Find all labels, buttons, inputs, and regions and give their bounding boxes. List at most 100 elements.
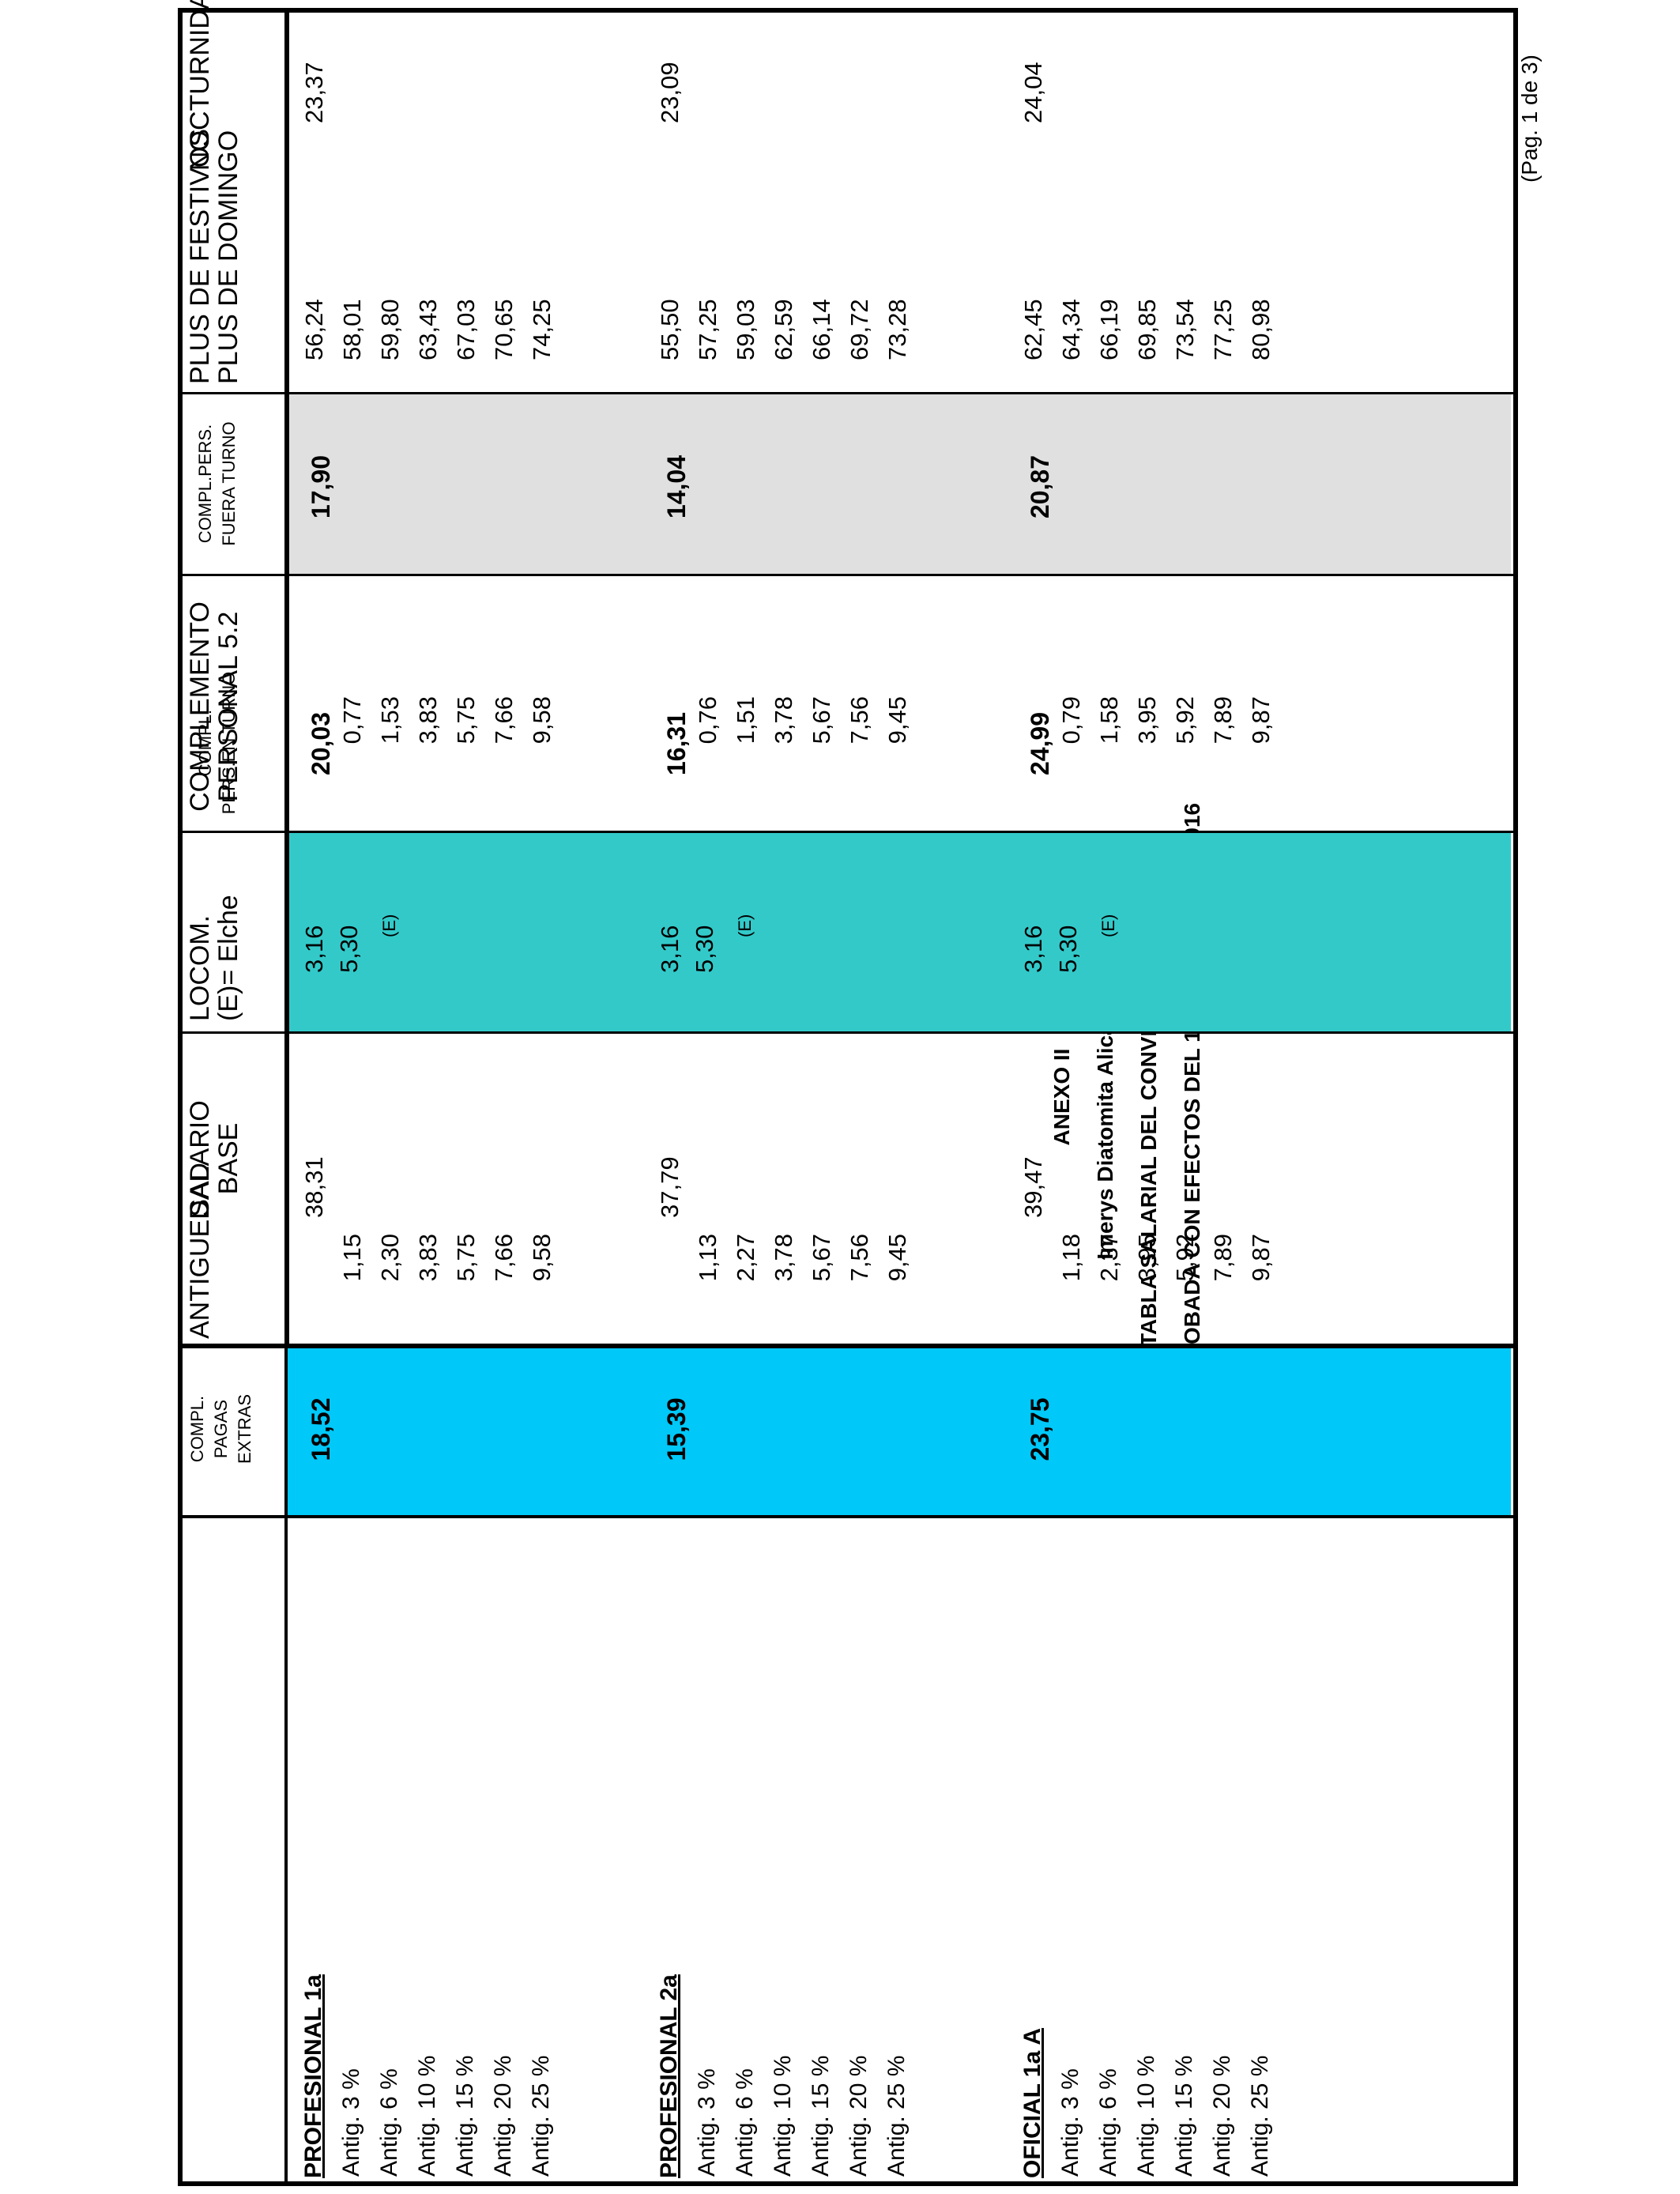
complemento-personal-value: 1,51 [732,696,759,745]
nocturnidad-value: 24,04 [1019,62,1047,123]
plus-festivos-value: 80,98 [1247,299,1275,360]
header-separator-left [284,1348,288,2186]
complemento-personal-value: 5,67 [808,696,835,745]
antig-row-label: Antig. 25 % [883,2055,910,2177]
plus-festivos-value: 57,25 [694,299,721,360]
en-turno-value: 16,31 [662,711,691,776]
fuera-turno-fill [284,392,1511,574]
header-nocturnidad: NOCTURNIDAD [185,0,215,171]
antig-row-label: Antig. 3 % [694,2068,720,2177]
pagas-extras-value: 18,52 [307,1397,335,1461]
complemento-personal-value: 3,78 [770,696,797,745]
en-turno-fill [284,831,1511,1031]
category-name: PROFESIONAL 1a [300,1974,326,2178]
antiguedad-value: 9,45 [883,1234,911,1282]
locom-elche-value: 5,30 [335,925,363,973]
antiguedad-value: 3,95 [1133,1234,1161,1282]
plus-festivos-value: 70,65 [490,299,518,360]
complemento-personal-value: 3,83 [414,696,442,745]
antig-row-label: Antig. 15 % [452,2055,478,2177]
antig-row-label: Antig. 10 % [1133,2055,1159,2177]
header-locom: LOCOM. (E)= Elche [185,895,243,1021]
table-left-border [178,2181,1518,2186]
plus-festivos-value: 69,85 [1133,299,1161,360]
complemento-personal-value: 7,66 [490,696,518,745]
plus-base-value: 62,45 [1019,299,1047,360]
locom-elche-marker: (E) [1098,914,1118,937]
pagas-extras-value: 15,39 [662,1397,691,1461]
antiguedad-value: 2,27 [732,1234,759,1282]
col-divider-3 [178,1031,1513,1034]
antig-row-label: Antig. 10 % [770,2055,796,2177]
complemento-personal-value: 5,92 [1171,696,1199,745]
antiguedad-value: 1,15 [338,1234,366,1282]
nocturnidad-value: 23,37 [300,62,328,123]
complemento-personal-value: 5,75 [452,696,480,745]
fuera-turno-value: 20,87 [1026,454,1054,519]
pagas-extras-value: 23,75 [1026,1397,1054,1461]
antig-row-label: Antig. 20 % [490,2055,516,2177]
antiguedad-value: 1,18 [1057,1234,1085,1282]
header-plus-festivos: PLUS DE FESTIVOS PLUS DE DOMINGO [185,128,243,384]
antiguedad-value: 7,89 [1209,1234,1237,1282]
plus-festivos-value: 66,19 [1095,299,1123,360]
complemento-personal-value: 0,76 [694,696,721,745]
plus-festivos-value: 58,01 [338,299,366,360]
plus-festivos-value: 73,54 [1171,299,1199,360]
locom-elche-value: 5,30 [691,925,718,973]
complemento-personal-value: 7,56 [846,696,873,745]
plus-festivos-value: 67,03 [452,299,480,360]
col-divider-2 [178,1344,1513,1348]
antiguedad-value: 9,87 [1247,1234,1275,1282]
locom-value: 3,16 [300,925,328,973]
fuera-turno-value: 14,04 [662,454,691,519]
header-fuera-turno: COMPL.PERS. FUERA TURNO [195,421,239,546]
antiguedad-value: 3,78 [770,1234,797,1282]
complemento-personal-value: 0,79 [1057,696,1085,745]
header-complemento-personal: COMPLEMENTO PERSONAL 5.2 [185,601,243,812]
table-top-border [178,8,183,2186]
antig-row-label: Antig. 6 % [376,2068,402,2177]
antig-row-label: Antig. 15 % [808,2055,834,2177]
complemento-personal-value: 1,53 [376,696,404,745]
complemento-personal-value: 9,58 [528,696,556,745]
pagas-extras-fill [284,1344,1511,1515]
antiguedad-value: 5,67 [808,1234,835,1282]
complemento-personal-value: 0,77 [338,696,366,745]
complemento-personal-value: 3,95 [1133,696,1161,745]
antiguedad-value: 2,37 [1095,1234,1123,1282]
plus-festivos-value: 77,25 [1209,299,1237,360]
nocturnidad-value: 23,09 [656,62,684,123]
plus-festivos-value: 63,43 [414,299,442,360]
antiguedad-value: 7,66 [490,1234,518,1282]
complemento-personal-value: 7,89 [1209,696,1237,745]
col-divider-4 [178,831,1513,833]
antig-row-label: Antig. 20 % [846,2055,872,2177]
locom-value: 3,16 [656,925,684,973]
salario-base-value: 39,47 [1019,1156,1047,1218]
antig-row-label: Antig. 3 % [1057,2068,1083,2177]
header-pagas-extras: COMPL. PAGAS EXTRAS [187,1393,254,1465]
complemento-personal-value: 9,45 [883,696,911,745]
antig-row-label: Antig. 25 % [1247,2055,1273,2177]
salario-base-value: 38,31 [300,1156,328,1218]
plus-festivos-value: 59,03 [732,299,759,360]
category-name: OFICIAL 1a A [1019,2027,1045,2178]
col-divider-5 [178,574,1513,576]
locom-elche-marker: (E) [735,914,755,937]
salario-base-value: 37,79 [656,1156,684,1218]
antig-row-label: Antig. 6 % [732,2068,758,2177]
page-number: (Pag. 1 de 3) [1517,55,1542,183]
antiguedad-value: 2,30 [376,1234,404,1282]
locom-value: 3,16 [1019,925,1047,973]
antiguedad-value: 9,58 [528,1234,556,1282]
antig-row-label: Antig. 10 % [414,2055,440,2177]
antiguedad-value: 5,92 [1171,1234,1199,1282]
antiguedad-value: 3,83 [414,1234,442,1282]
antig-row-label: Antig. 15 % [1171,2055,1197,2177]
antig-row-label: Antig. 3 % [338,2068,364,2177]
locom-elche-marker: (E) [379,914,399,937]
antig-row-label: Antig. 20 % [1209,2055,1235,2177]
plus-festivos-value: 62,59 [770,299,797,360]
